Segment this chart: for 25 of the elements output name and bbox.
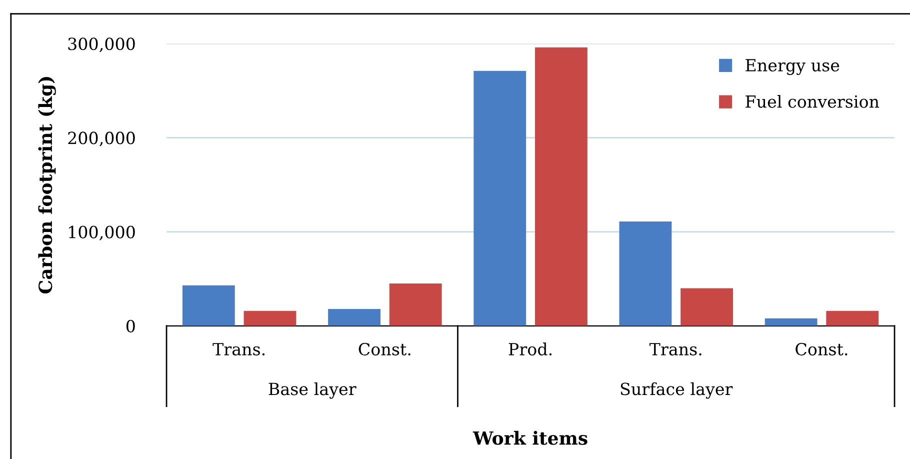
bar <box>826 310 879 326</box>
x-tick-label: Const. <box>358 342 410 356</box>
y-tick-label: 100,000 <box>69 226 135 240</box>
x-axis-title: Work items <box>472 430 588 445</box>
x-tick-label: Trans. <box>212 343 265 356</box>
bar <box>619 221 672 326</box>
bar <box>389 284 442 326</box>
bar <box>328 308 380 326</box>
y-axis-title: Carbon footprint (kg) <box>38 77 56 294</box>
bar <box>534 47 588 326</box>
y-tick-label: 200,000 <box>68 132 135 146</box>
legend-label: Fuel conversion <box>746 94 880 108</box>
x-tick-label: Trans. <box>649 343 702 356</box>
legend-label: Energy use <box>746 59 840 75</box>
y-tick-label: 0 <box>126 320 135 332</box>
bar <box>680 288 733 326</box>
bar <box>764 318 818 326</box>
x-tick-label: Const. <box>796 342 848 356</box>
bar <box>182 285 235 326</box>
text: Surface layer <box>620 382 733 399</box>
text: Base layer <box>268 382 356 399</box>
y-tick-label: 300,000 <box>68 38 135 52</box>
bar <box>474 70 526 326</box>
x-tick-label: Prod. <box>508 342 552 356</box>
bar <box>244 310 296 326</box>
